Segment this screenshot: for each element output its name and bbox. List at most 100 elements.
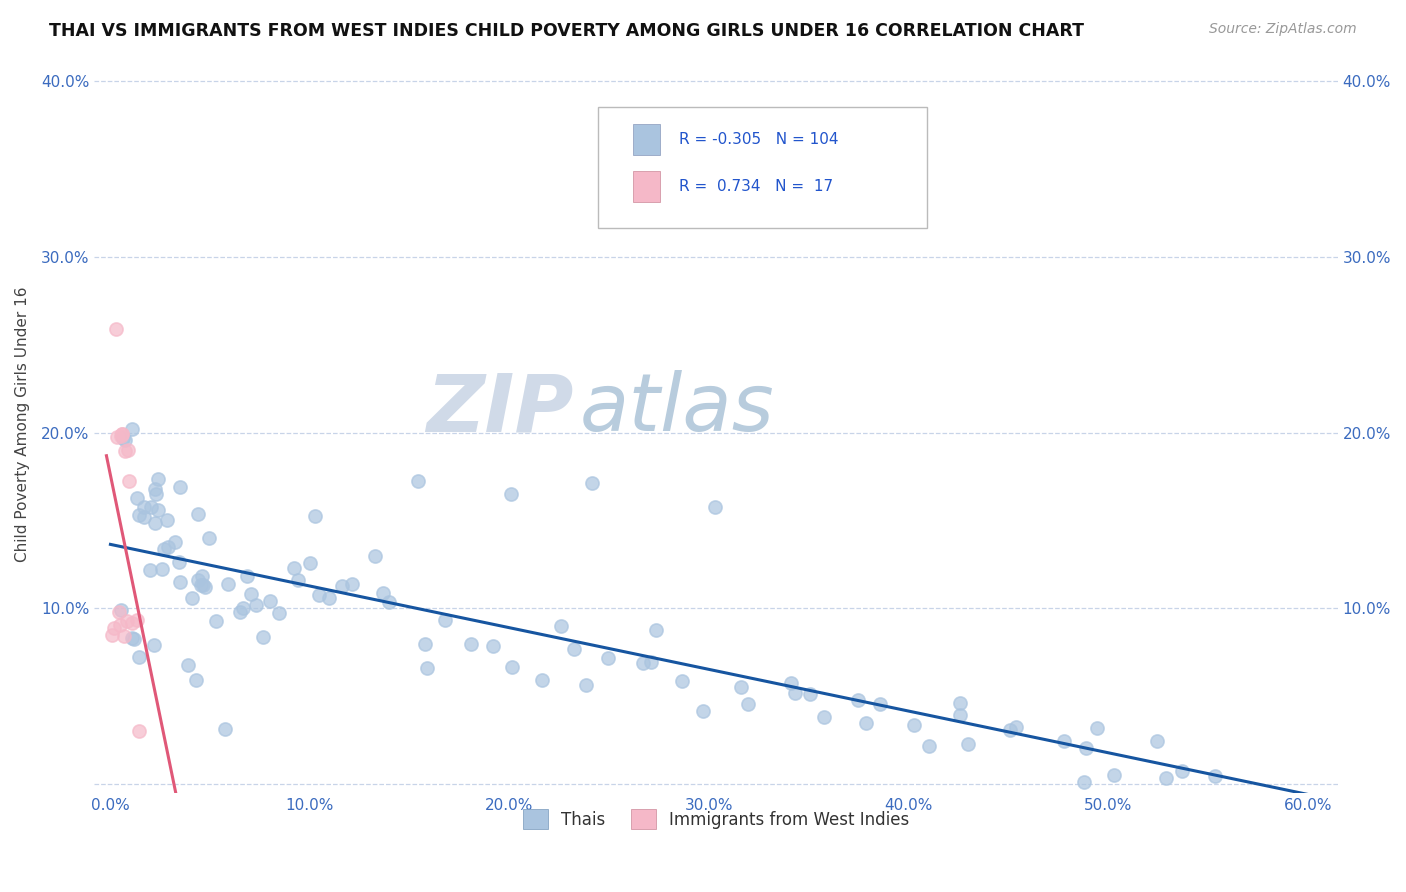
Point <box>156 513 179 527</box>
Y-axis label: Child Poverty Among Girls Under 16: Child Poverty Among Girls Under 16 <box>15 286 30 562</box>
Point <box>1102 767 1125 781</box>
Point <box>1076 741 1098 756</box>
Point <box>217 577 239 591</box>
Point <box>108 618 131 632</box>
Point <box>146 503 169 517</box>
Point <box>110 426 132 441</box>
Point <box>157 540 180 554</box>
Legend: Thais, Immigrants from West Indies: Thais, Immigrants from West Indies <box>516 802 915 836</box>
Point <box>640 655 662 669</box>
Point <box>799 687 821 701</box>
Point <box>780 675 803 690</box>
Point <box>141 500 163 515</box>
Point <box>1073 775 1095 789</box>
Point <box>1005 720 1028 734</box>
Point <box>187 573 209 587</box>
Point <box>121 615 143 630</box>
Point <box>406 475 429 489</box>
Point <box>364 549 387 564</box>
Text: ZIP: ZIP <box>426 370 574 448</box>
Point <box>482 640 505 654</box>
Point <box>145 487 167 501</box>
Point <box>460 637 482 651</box>
Point <box>855 715 877 730</box>
Point <box>105 430 128 444</box>
Point <box>671 673 693 688</box>
Point <box>121 631 143 645</box>
Text: R =  0.734   N =  17: R = 0.734 N = 17 <box>679 178 832 194</box>
Point <box>187 508 209 522</box>
Point <box>1204 769 1226 783</box>
Point <box>433 613 456 627</box>
Point <box>117 443 139 458</box>
Point <box>111 427 134 442</box>
Point <box>501 660 523 674</box>
Point <box>949 696 972 710</box>
Point <box>332 579 354 593</box>
Point <box>287 573 309 587</box>
Point <box>110 603 132 617</box>
Point <box>127 491 149 506</box>
Point <box>107 605 129 619</box>
Point <box>318 591 340 605</box>
Point <box>177 658 200 673</box>
Point <box>110 428 132 442</box>
Point <box>143 638 166 652</box>
Point <box>956 737 979 751</box>
Point <box>143 516 166 530</box>
Point <box>191 578 214 592</box>
Point <box>231 601 253 615</box>
Point <box>633 657 655 671</box>
Point <box>103 620 125 634</box>
Point <box>813 710 835 724</box>
Point <box>245 598 267 612</box>
Point <box>575 678 598 692</box>
Point <box>252 631 274 645</box>
Point <box>121 422 143 436</box>
FancyBboxPatch shape <box>598 107 928 228</box>
Point <box>704 500 727 515</box>
Point <box>134 509 156 524</box>
Point <box>949 708 972 723</box>
Point <box>692 704 714 718</box>
Point <box>167 555 190 569</box>
Point <box>562 642 585 657</box>
Point <box>150 562 173 576</box>
Point <box>415 661 437 675</box>
Point <box>122 632 145 647</box>
Point <box>298 556 321 570</box>
Point <box>998 723 1021 738</box>
Point <box>1053 734 1076 748</box>
Point <box>531 673 554 687</box>
Point <box>236 568 259 582</box>
Point <box>143 482 166 496</box>
Point <box>197 531 219 545</box>
Point <box>153 541 176 556</box>
Point <box>373 586 395 600</box>
Point <box>100 628 122 642</box>
Point <box>214 722 236 736</box>
Point <box>304 508 326 523</box>
Point <box>283 561 305 575</box>
Text: THAI VS IMMIGRANTS FROM WEST INDIES CHILD POVERTY AMONG GIRLS UNDER 16 CORRELATI: THAI VS IMMIGRANTS FROM WEST INDIES CHIL… <box>49 22 1084 40</box>
Point <box>259 594 281 608</box>
Text: R = -0.305   N = 104: R = -0.305 N = 104 <box>679 132 838 147</box>
Point <box>903 718 925 732</box>
Point <box>550 619 572 633</box>
Point <box>645 623 668 637</box>
Point <box>1146 734 1168 748</box>
Point <box>581 476 603 491</box>
Point <box>117 614 139 628</box>
Point <box>114 433 136 447</box>
Point <box>239 587 262 601</box>
Point <box>1085 721 1108 735</box>
Point <box>190 568 212 582</box>
Point <box>737 698 759 712</box>
Point <box>229 605 252 619</box>
Point <box>785 686 807 700</box>
Point <box>205 614 228 628</box>
Point <box>308 588 330 602</box>
Text: atlas: atlas <box>579 370 775 448</box>
Point <box>112 629 135 643</box>
Point <box>165 535 187 549</box>
